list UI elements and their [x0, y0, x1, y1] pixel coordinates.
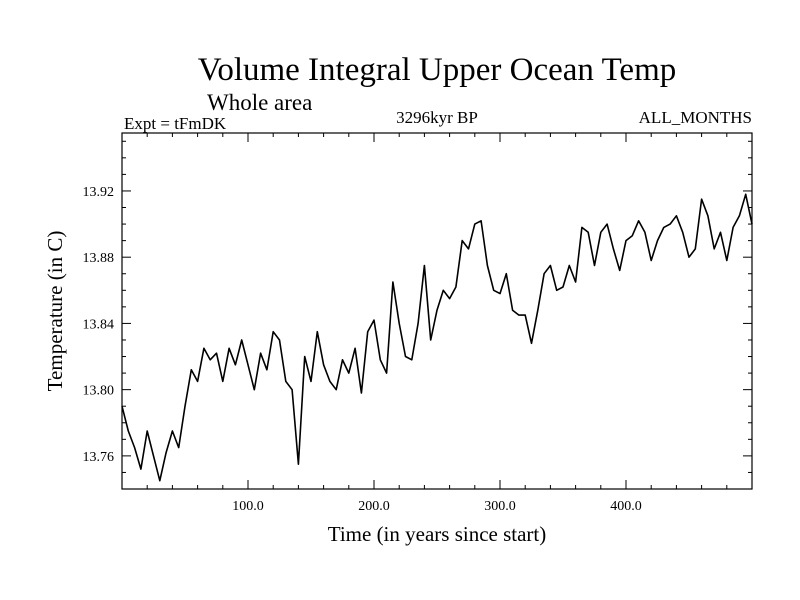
- months-label: ALL_MONTHS: [639, 108, 752, 127]
- y-tick-label: 13.92: [83, 185, 115, 200]
- x-axis-label: Time (in years since start): [328, 522, 547, 546]
- y-axis-label: Temperature (in C): [43, 231, 67, 392]
- chart-title: Volume Integral Upper Ocean Temp: [198, 52, 676, 88]
- x-axis: 100.0 200.0 300.0 400.0: [146, 133, 728, 514]
- series-line: [121, 193, 753, 482]
- experiment-label: Expt = tFmDK: [124, 114, 227, 133]
- x-tick-label: 200.0: [358, 499, 390, 514]
- x-tick-label: 300.0: [484, 499, 516, 514]
- period-label: 3296kyr BP: [396, 108, 478, 127]
- y-tick-label: 13.84: [83, 317, 115, 332]
- chart-subtitle: Whole area: [207, 90, 312, 115]
- x-tick-label: 100.0: [232, 499, 264, 514]
- y-tick-label: 13.88: [83, 251, 115, 266]
- y-axis: 13.76 13.80 13.84 13.88 13.92: [83, 140, 752, 473]
- plot-frame: [121, 132, 753, 490]
- y-tick-label: 13.76: [83, 450, 115, 465]
- series-layer: [121, 193, 753, 482]
- y-tick-label: 13.80: [83, 384, 115, 399]
- x-tick-label: 400.0: [610, 499, 642, 514]
